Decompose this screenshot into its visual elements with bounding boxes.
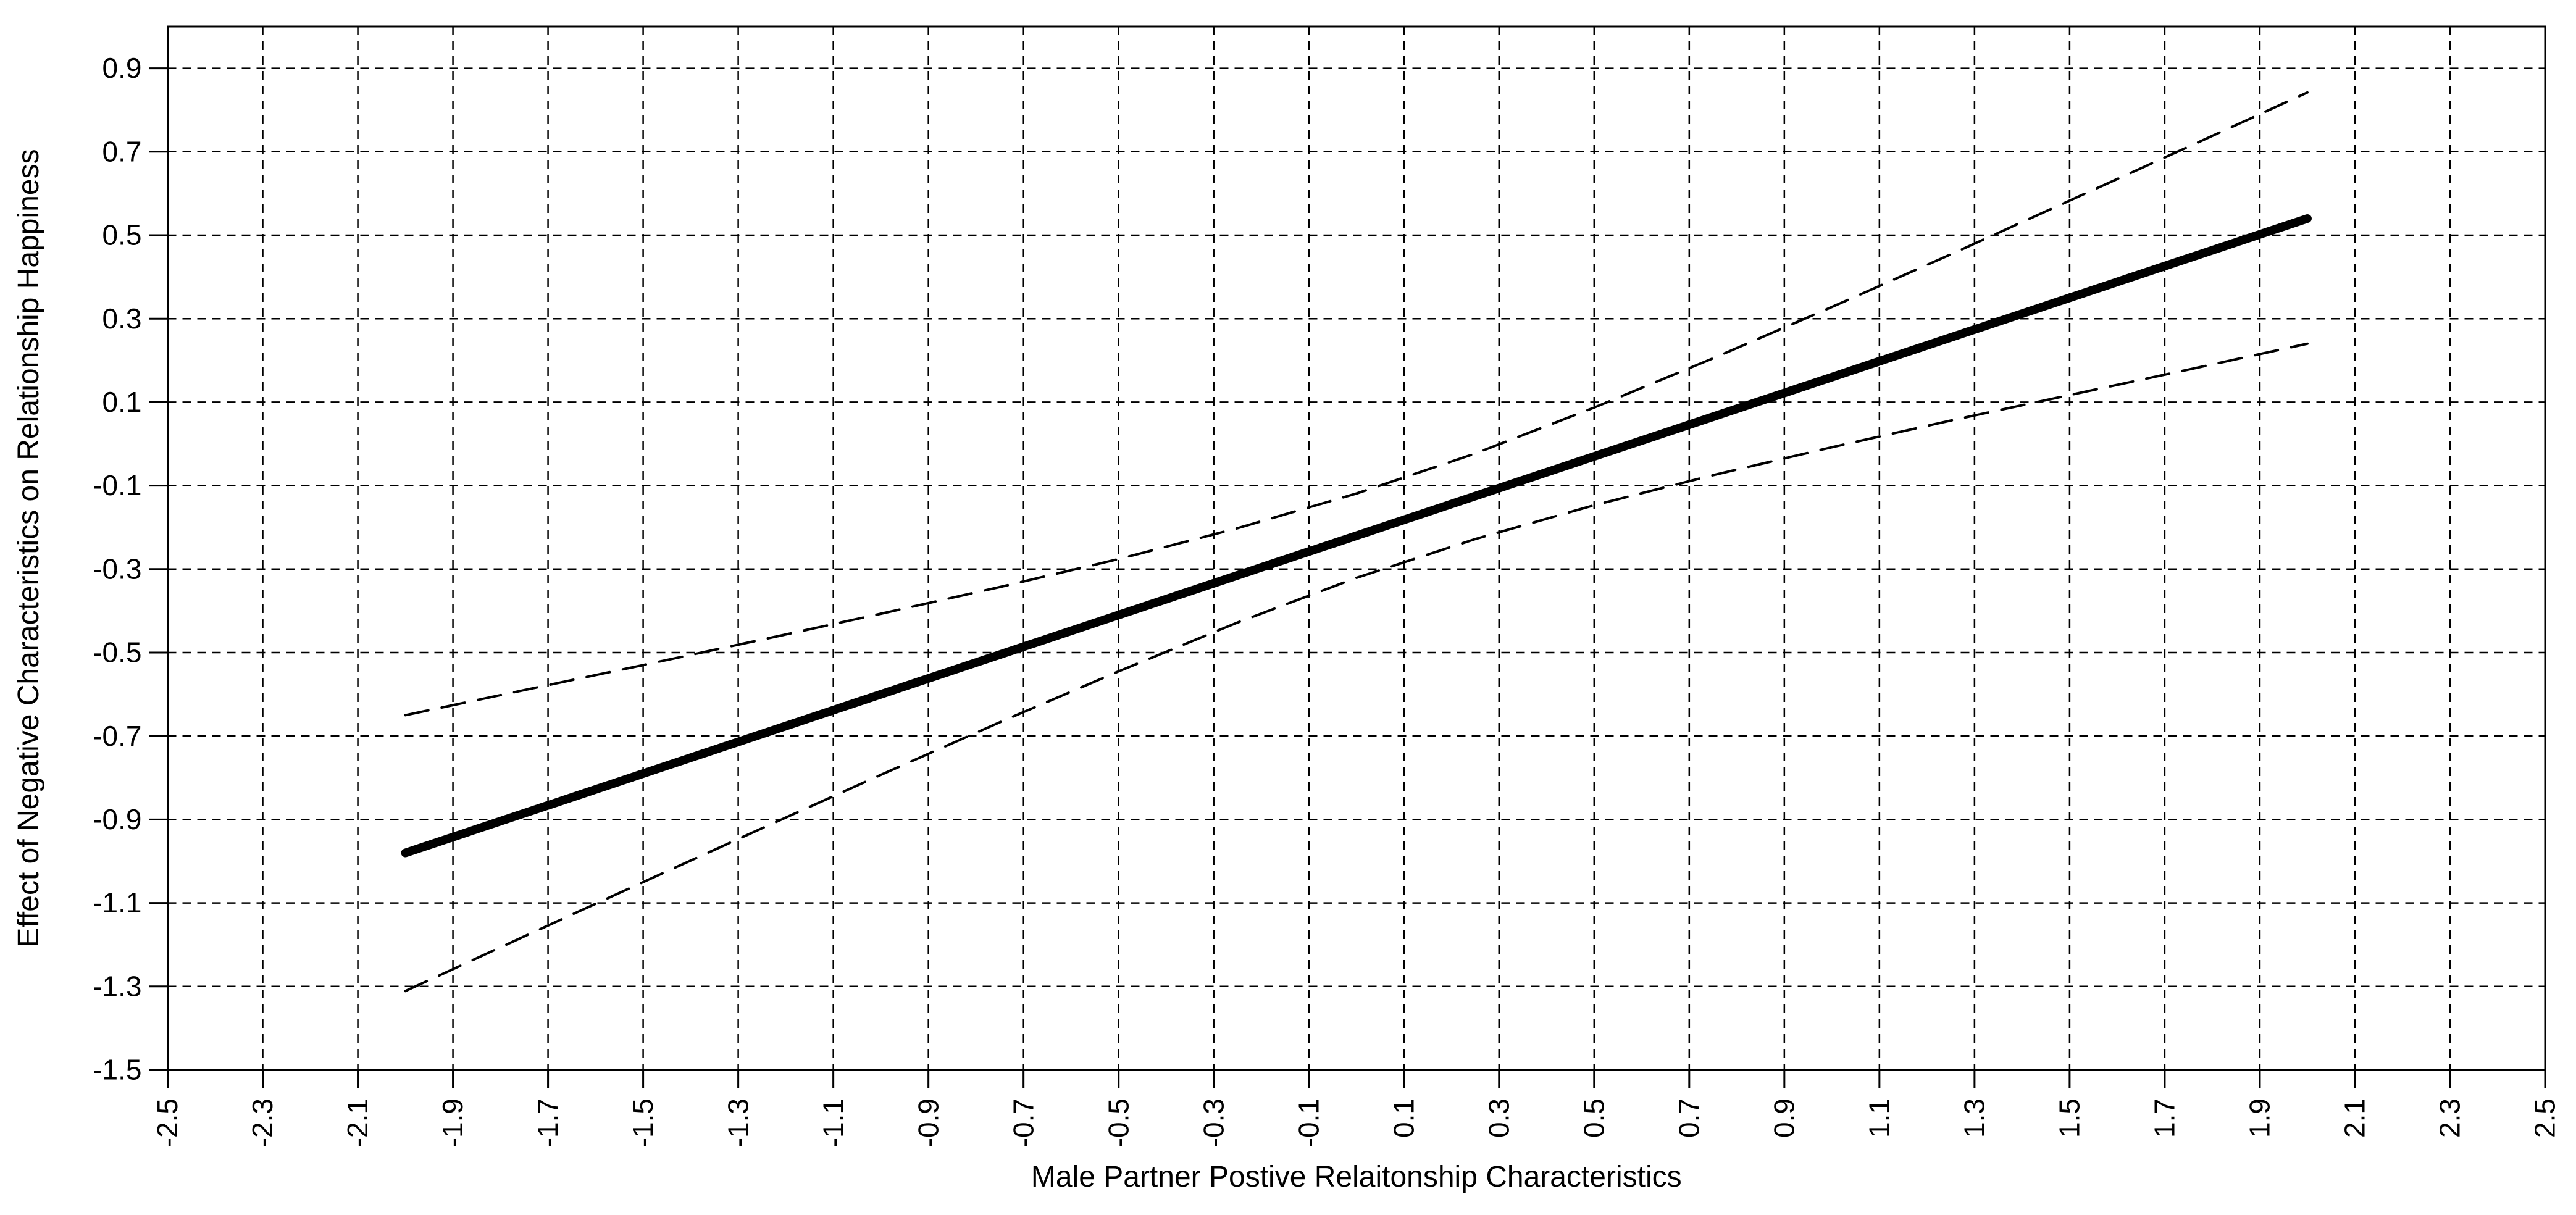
x-tick-label: 0.9	[1768, 1098, 1800, 1138]
y-tick-label: -0.9	[93, 803, 141, 835]
x-tick-label: 1.5	[2054, 1098, 2086, 1138]
x-tick-label: -1.5	[627, 1098, 659, 1147]
x-tick-label: 0.1	[1387, 1098, 1420, 1138]
x-tick-label: 1.9	[2244, 1098, 2276, 1138]
x-tick-label: -0.7	[1007, 1098, 1039, 1147]
y-tick-label: -0.1	[93, 469, 141, 501]
x-tick-label: -2.1	[341, 1098, 374, 1147]
x-tick-label: -1.7	[532, 1098, 564, 1147]
x-tick-label: 1.7	[2149, 1098, 2181, 1138]
x-tick-label: -0.9	[912, 1098, 944, 1147]
upper-confidence-bound	[404, 91, 2309, 717]
y-tick-label: 0.3	[102, 303, 142, 335]
x-tick-label: 0.3	[1482, 1098, 1515, 1138]
y-axis-tick-labels: 0.9 0.7 0.5 0.3 0.1 -0.1 -0.3 -0.5 -0.7 -0.9 -1.1 -…	[93, 52, 141, 1085]
y-tick-label: 0.5	[102, 219, 142, 251]
x-tick-label: 2.3	[2434, 1098, 2466, 1138]
y-tick-label: 0.1	[102, 386, 142, 418]
x-tick-label: -0.5	[1102, 1098, 1134, 1147]
y-tick-label: -0.7	[93, 720, 141, 752]
y-tick-label: 0.7	[102, 135, 142, 167]
x-tick-label: 0.5	[1578, 1098, 1610, 1138]
x-tick-label: 0.7	[1673, 1098, 1705, 1138]
x-axis-tick-labels: -2.5 -2.3 -2.1 -1.9 -1.7 -1.5 -1.3 -1.1 -0.9 -0.7…	[151, 1098, 2561, 1147]
x-tick-label: 1.1	[1863, 1098, 1896, 1138]
x-axis-title: Male Partner Postive Relaitonship Charac…	[1031, 1161, 1682, 1193]
lower-confidence-bound	[404, 342, 2309, 993]
plot-frame	[167, 25, 2546, 1071]
y-tick-label: -1.1	[93, 887, 141, 919]
series-lines	[401, 91, 2312, 993]
x-tick-label: -2.5	[151, 1098, 183, 1147]
x-tick-label: 1.3	[1959, 1098, 1991, 1138]
x-axis-ticks	[167, 1070, 2546, 1088]
x-tick-label: -1.1	[817, 1098, 849, 1147]
y-tick-label: -0.5	[93, 637, 141, 669]
marginal-effect-line	[401, 214, 2312, 858]
gridlines	[167, 27, 2545, 1070]
y-tick-label: -1.3	[93, 970, 141, 1002]
y-tick-label: 0.9	[102, 52, 142, 84]
y-axis-title: Effect of Negative Characteristics on Re…	[12, 149, 45, 947]
x-tick-label: -1.3	[722, 1098, 754, 1147]
y-tick-label: -0.3	[93, 553, 141, 585]
x-tick-label: 2.1	[2339, 1098, 2371, 1138]
y-axis-ticks	[149, 67, 168, 1071]
y-tick-label: -1.5	[93, 1054, 141, 1086]
x-tick-label: -0.3	[1197, 1098, 1229, 1147]
x-tick-label: 2.5	[2529, 1098, 2561, 1138]
x-tick-label: -1.9	[437, 1098, 469, 1147]
x-tick-label: -0.1	[1292, 1098, 1324, 1147]
x-tick-label: -2.3	[246, 1098, 278, 1147]
